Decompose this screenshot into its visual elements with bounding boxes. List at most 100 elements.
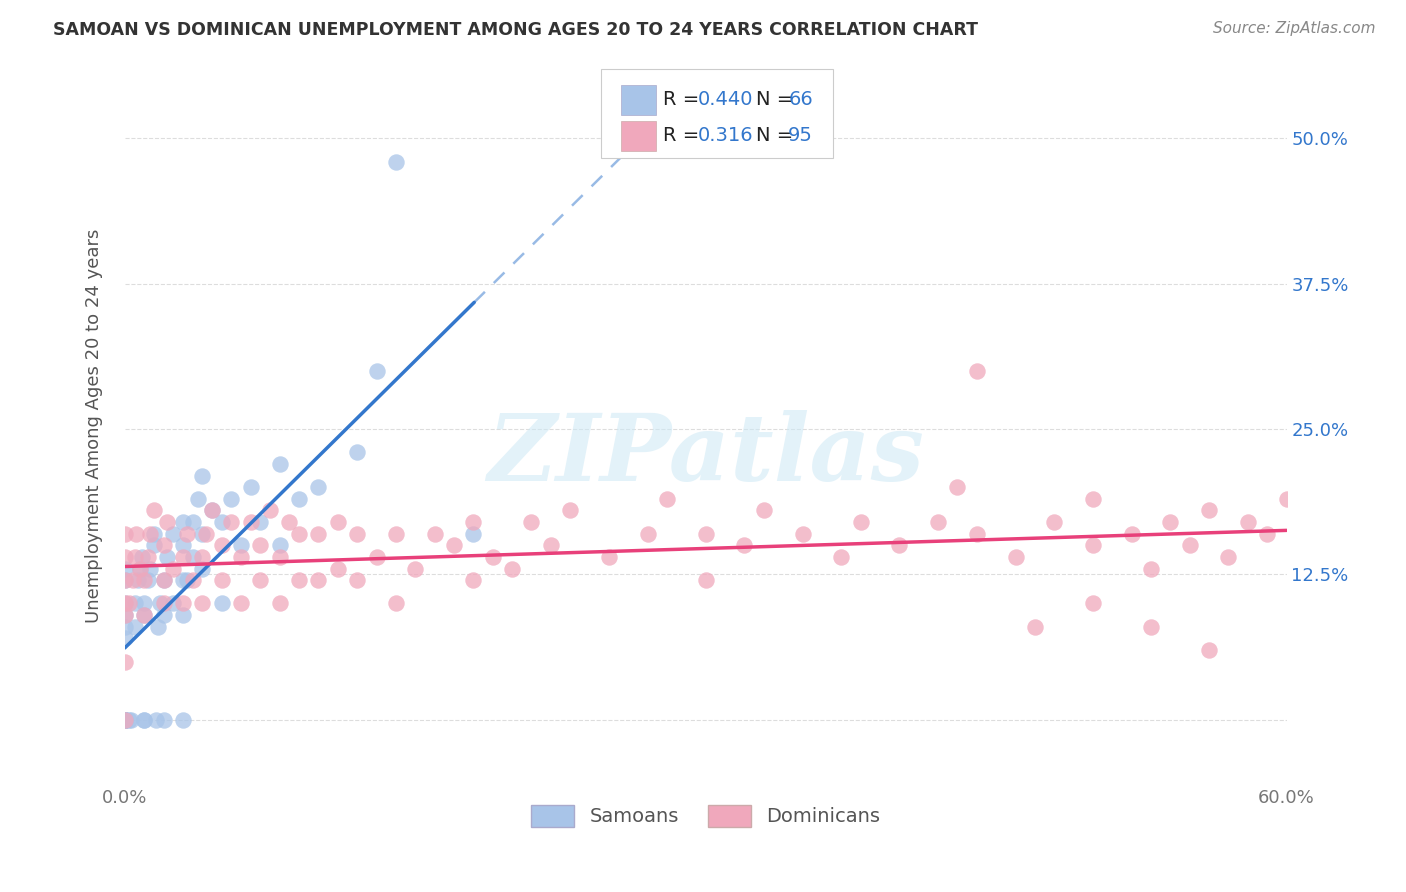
Point xyxy=(269,597,291,611)
Point xyxy=(142,526,165,541)
Point xyxy=(346,445,368,459)
Point xyxy=(114,620,136,634)
Point xyxy=(134,713,156,727)
Point xyxy=(152,608,174,623)
Point xyxy=(1218,549,1240,564)
Point xyxy=(152,597,174,611)
Point xyxy=(211,538,233,552)
Point xyxy=(540,538,562,552)
Point xyxy=(288,491,311,506)
Point xyxy=(249,538,271,552)
Point xyxy=(346,573,368,587)
Point xyxy=(1121,526,1143,541)
Point xyxy=(1275,491,1298,506)
Point xyxy=(114,608,136,623)
Point xyxy=(114,573,136,587)
Point xyxy=(191,468,214,483)
Point xyxy=(1081,538,1104,552)
Point xyxy=(114,608,136,623)
Point xyxy=(118,597,141,611)
FancyBboxPatch shape xyxy=(621,120,655,151)
Point xyxy=(114,713,136,727)
Point xyxy=(125,526,148,541)
Point xyxy=(118,713,141,727)
Point xyxy=(346,526,368,541)
Point xyxy=(307,573,329,587)
Point xyxy=(114,526,136,541)
Point xyxy=(142,503,165,517)
Point xyxy=(114,713,136,727)
Point xyxy=(172,538,194,552)
Point xyxy=(152,573,174,587)
Text: N =: N = xyxy=(755,90,799,110)
Point xyxy=(278,515,301,529)
Point xyxy=(114,632,136,646)
Text: SAMOAN VS DOMINICAN UNEMPLOYMENT AMONG AGES 20 TO 24 YEARS CORRELATION CHART: SAMOAN VS DOMINICAN UNEMPLOYMENT AMONG A… xyxy=(53,21,979,39)
Point xyxy=(114,549,136,564)
Point xyxy=(149,597,172,611)
Point xyxy=(1198,643,1220,657)
Point xyxy=(172,608,194,623)
Point xyxy=(655,491,678,506)
Point xyxy=(1140,620,1163,634)
Point xyxy=(1140,561,1163,575)
Point xyxy=(172,549,194,564)
Point xyxy=(142,538,165,552)
Text: 0.316: 0.316 xyxy=(697,127,754,145)
Point xyxy=(695,573,717,587)
Point xyxy=(114,713,136,727)
Point xyxy=(152,713,174,727)
Point xyxy=(139,561,162,575)
Point xyxy=(195,526,218,541)
Point xyxy=(239,515,262,529)
Point xyxy=(239,480,262,494)
Point xyxy=(152,538,174,552)
Point xyxy=(211,597,233,611)
Point xyxy=(221,515,243,529)
Point xyxy=(598,549,620,564)
Point xyxy=(423,526,446,541)
Point xyxy=(162,526,184,541)
Point xyxy=(889,538,911,552)
Point xyxy=(259,503,281,517)
Legend: Samoans, Dominicans: Samoans, Dominicans xyxy=(523,797,889,835)
Point xyxy=(481,549,503,564)
Point xyxy=(114,713,136,727)
Text: R =: R = xyxy=(662,127,711,145)
Point xyxy=(695,526,717,541)
Point xyxy=(114,713,136,727)
Point xyxy=(114,713,136,727)
Text: N =: N = xyxy=(755,127,799,145)
Point xyxy=(181,515,204,529)
Point xyxy=(114,655,136,669)
Point xyxy=(946,480,969,494)
Point xyxy=(326,561,349,575)
Point xyxy=(134,597,156,611)
Point xyxy=(176,526,198,541)
Point xyxy=(1198,503,1220,517)
Point xyxy=(211,515,233,529)
Point xyxy=(966,526,988,541)
Point xyxy=(269,538,291,552)
Point xyxy=(129,561,152,575)
Point xyxy=(114,597,136,611)
Point xyxy=(211,573,233,587)
Point xyxy=(1159,515,1181,529)
Point xyxy=(288,526,311,541)
Point xyxy=(463,515,485,529)
Point xyxy=(124,597,146,611)
Point xyxy=(145,713,167,727)
Point xyxy=(1043,515,1066,529)
FancyBboxPatch shape xyxy=(621,85,655,115)
Point xyxy=(146,620,169,634)
Point xyxy=(162,561,184,575)
Point xyxy=(385,526,408,541)
Point xyxy=(124,620,146,634)
Point xyxy=(114,713,136,727)
Point xyxy=(1024,620,1046,634)
Point xyxy=(404,561,426,575)
Point xyxy=(1004,549,1026,564)
Point xyxy=(152,573,174,587)
Point xyxy=(162,597,184,611)
Point xyxy=(127,573,149,587)
